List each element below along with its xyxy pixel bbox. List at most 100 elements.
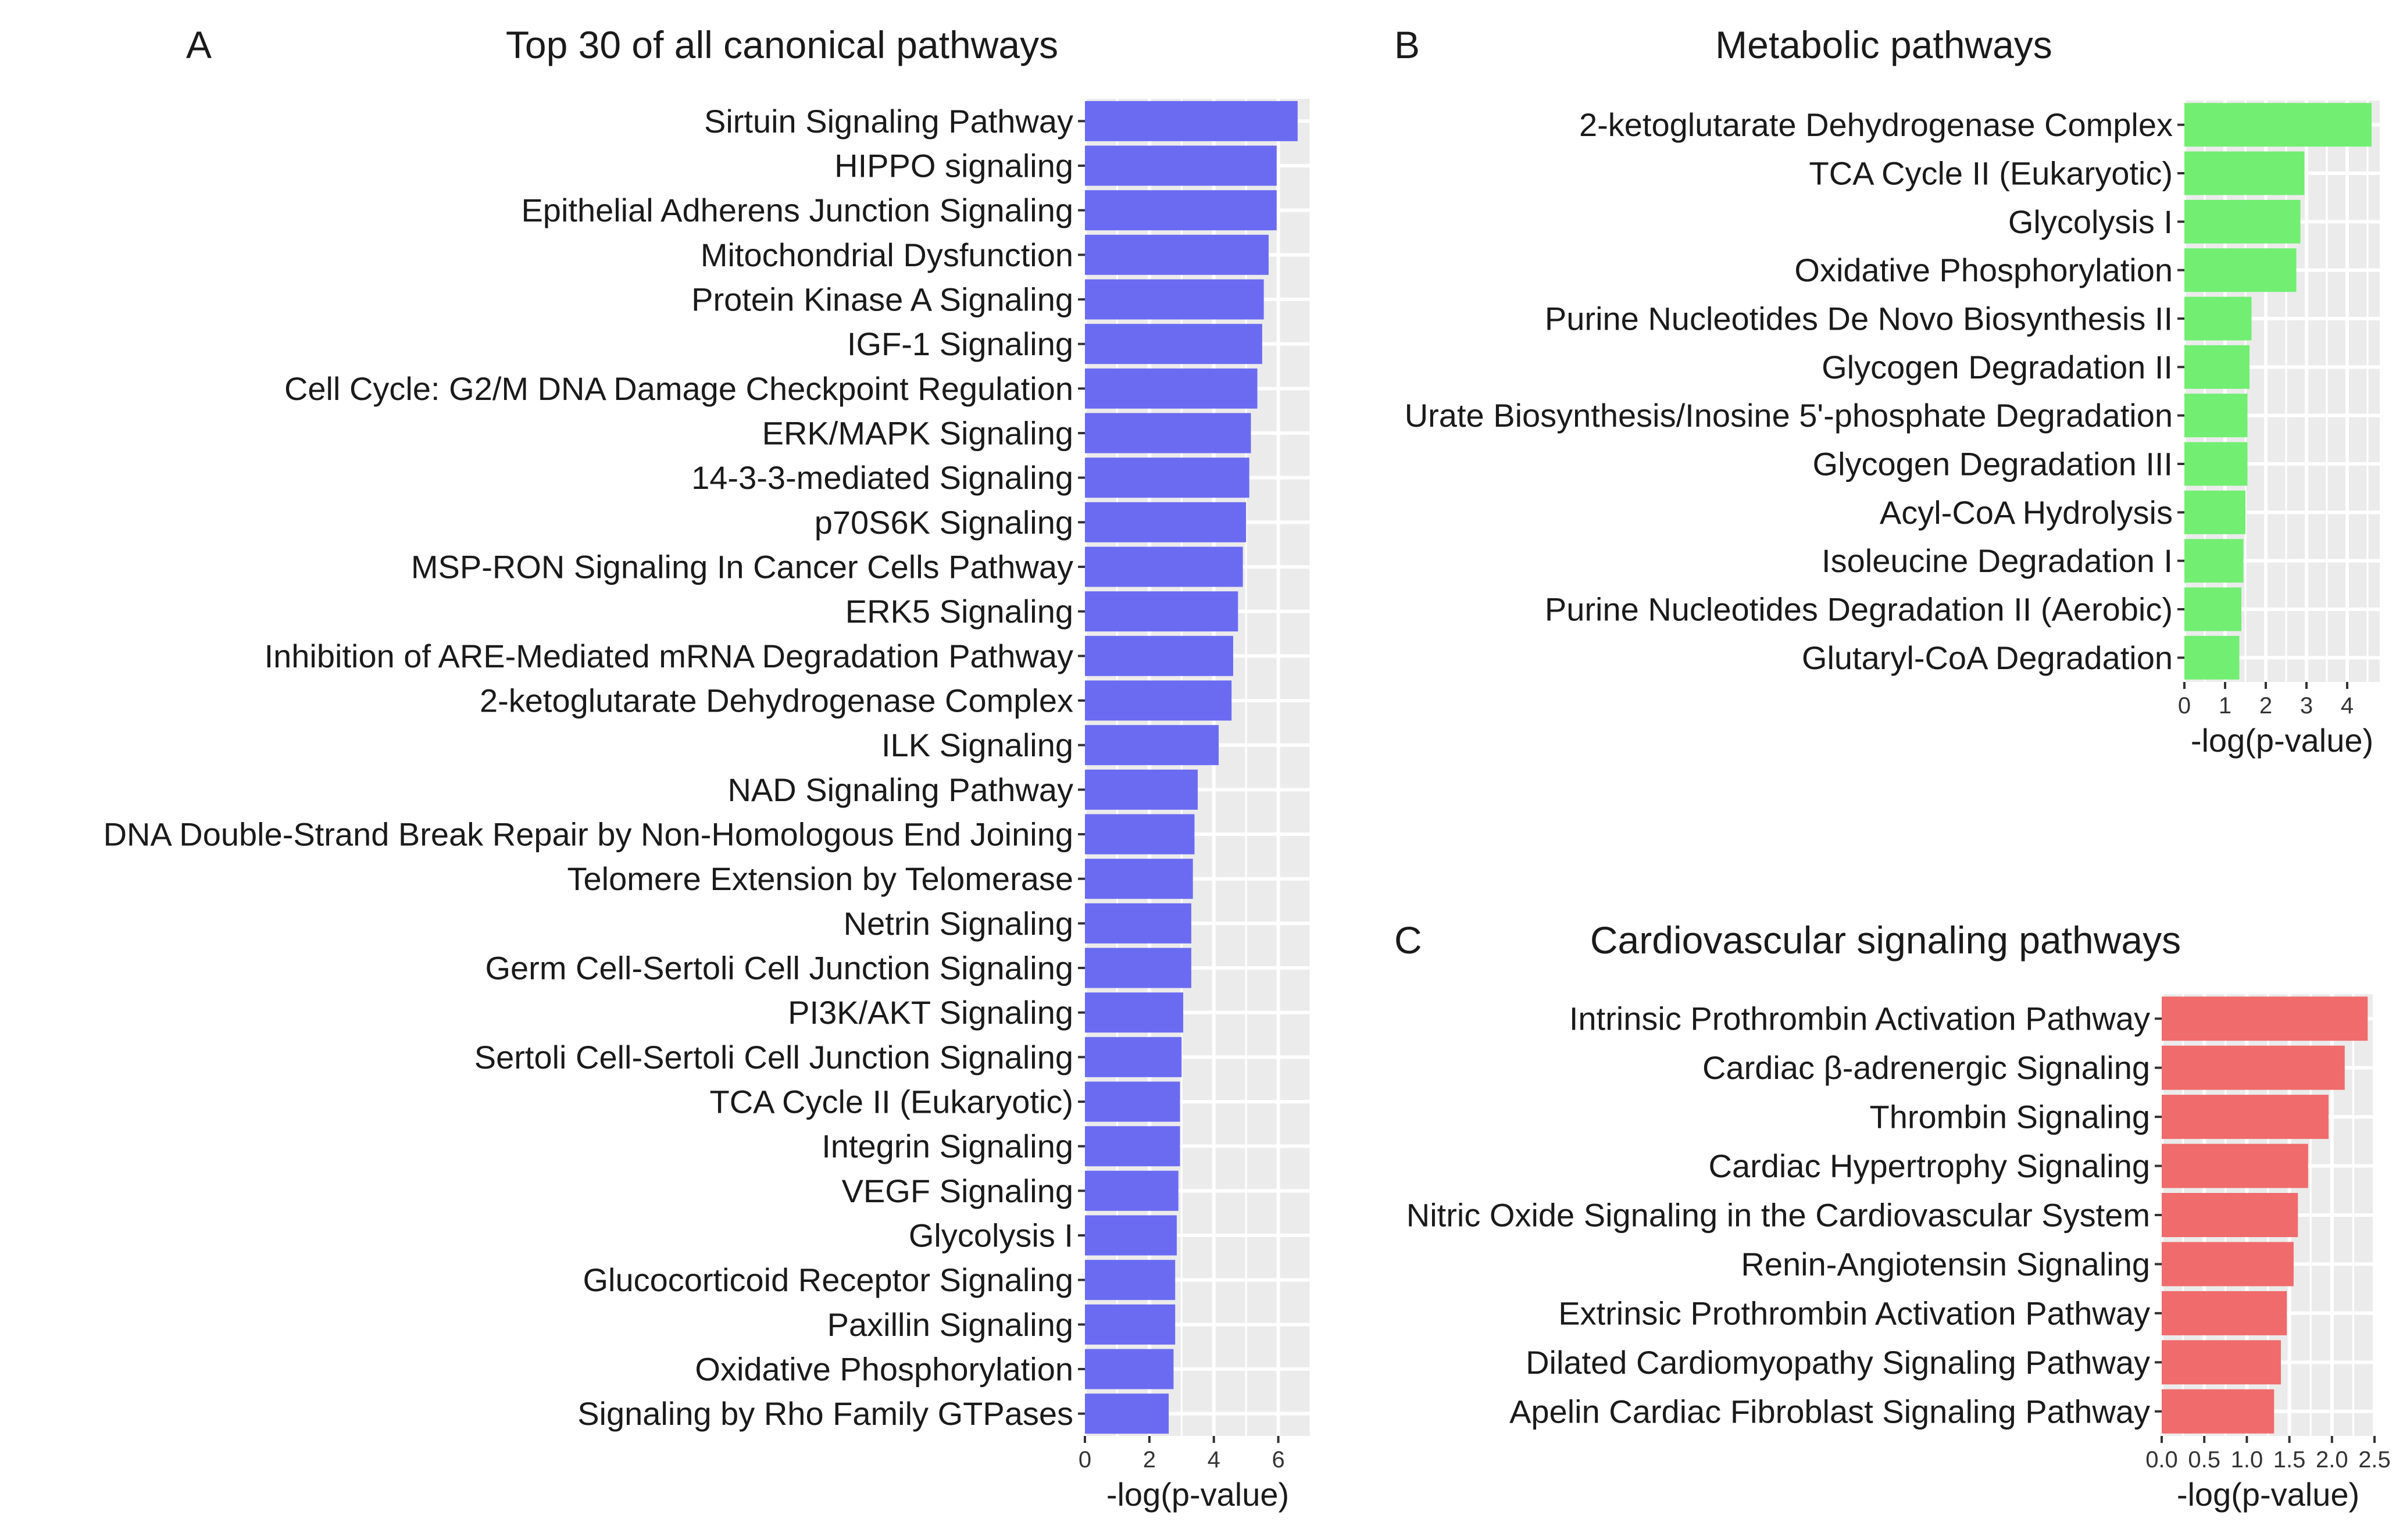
panel-a-bar[interactable] [1085, 814, 1195, 855]
panel-a-bar[interactable] [1085, 859, 1193, 899]
panel-a-category-label: 2-ketoglutarate Dehydrogenase Complex [480, 683, 1073, 719]
panel-b-category-label: Purine Nucleotides De Novo Biosynthesis … [1545, 301, 2173, 337]
panel-a-bar[interactable] [1085, 903, 1191, 944]
panel-a-bar[interactable] [1085, 1304, 1176, 1345]
panel-a-category-label: Sirtuin Signaling Pathway [704, 103, 1073, 140]
panel-a-category-label: Sertoli Cell-Sertoli Cell Junction Signa… [474, 1039, 1073, 1076]
panel-c-bar[interactable] [2162, 1340, 2281, 1385]
panel-a-bar[interactable] [1085, 368, 1258, 409]
panel-a-bar[interactable] [1085, 1349, 1174, 1389]
panel-c: C Cardiovascular signaling pathways Intrin… [1394, 919, 2391, 1513]
panel-b-bar[interactable] [2184, 296, 2252, 341]
panel-c-letter: C [1394, 919, 1422, 962]
panel-a-category-label: Cell Cycle: G2/M DNA Damage Checkpoint R… [284, 370, 1073, 407]
panel-a-bar[interactable] [1085, 546, 1243, 587]
panel-c-category-label: Cardiac β-adrenergic Signaling [1702, 1049, 2150, 1086]
panel-b-category-label: Glutaryl-CoA Degradation [1802, 639, 2173, 676]
panel-a-bar[interactable] [1085, 1260, 1176, 1300]
panel-c-bar[interactable] [2162, 1095, 2329, 1139]
panel-a-bar[interactable] [1085, 992, 1184, 1033]
panel-a-category-label: Germ Cell-Sertoli Cell Junction Signalin… [485, 950, 1073, 987]
panel-b-bar[interactable] [2184, 442, 2248, 486]
panel-b-x-tick-label: 1 [2219, 693, 2231, 719]
panel-a-bar[interactable] [1085, 769, 1198, 810]
panel-a-category-label: ERK/MAPK Signaling [762, 415, 1073, 452]
panel-c-x-tick-label: 2.0 [2316, 1447, 2348, 1473]
panel-c-bar[interactable] [2162, 1193, 2298, 1237]
panel-a-category-label: NAD Signaling Pathway [727, 771, 1073, 808]
panel-a-bar[interactable] [1085, 101, 1298, 141]
panel-a-category-label: Integrin Signaling [822, 1128, 1073, 1164]
panel-a-category-label: Protein Kinase A Signaling [691, 281, 1073, 318]
panel-c-category-label: Dilated Cardiomyopathy Signaling Pathway [1526, 1344, 2150, 1381]
panel-c-bar[interactable] [2162, 1144, 2308, 1188]
panel-b-x-axis-title: -log(p-value) [2191, 722, 2373, 759]
panel-a-bar[interactable] [1085, 1170, 1179, 1211]
panel-a-bar[interactable] [1085, 279, 1264, 320]
panel-c-bar[interactable] [2162, 1389, 2275, 1434]
panel-b-bar[interactable] [2184, 394, 2248, 438]
panel-a-bar[interactable] [1085, 413, 1251, 453]
panel-a-category-label: MSP-RON Signaling In Cancer Cells Pathwa… [411, 549, 1073, 585]
panel-b-bar[interactable] [2184, 103, 2372, 147]
panel-b-bar[interactable] [2184, 490, 2245, 534]
panel-a-category-label: Mitochondrial Dysfunction [701, 237, 1073, 273]
panel-a-bar[interactable] [1085, 502, 1247, 542]
panel-a-category-label: DNA Double-Strand Break Repair by Non-Ho… [103, 816, 1073, 853]
panel-a: A Top 30 of all canonical pathways Sirtuin… [103, 23, 1312, 1513]
panel-c-x-tick-label: 1.5 [2273, 1447, 2306, 1473]
panel-a-category-label: Paxillin Signaling [827, 1306, 1073, 1343]
panel-b-category-label: Glycogen Degradation III [1813, 446, 2173, 483]
panel-c-bar[interactable] [2162, 1242, 2294, 1287]
panel-b-title: Metabolic pathways [1715, 23, 2052, 66]
panel-a-bar[interactable] [1085, 458, 1249, 498]
panel-a-x-axis-title: -log(p-value) [1106, 1476, 1289, 1513]
panel-a-bar[interactable] [1085, 948, 1191, 988]
panel-a-category-label: Oxidative Phosphorylation [695, 1351, 1073, 1388]
panel-a-category-label: ERK5 Signaling [845, 593, 1073, 630]
panel-c-bar[interactable] [2162, 1291, 2287, 1335]
panel-a-bar[interactable] [1085, 1081, 1180, 1122]
panel-a-bar[interactable] [1085, 324, 1262, 365]
panel-a-category-label: p70S6K Signaling [815, 504, 1073, 541]
panel-b-bar[interactable] [2184, 151, 2305, 195]
panel-c-bar[interactable] [2162, 1045, 2345, 1090]
panel-a-category-label: Signaling by Rho Family GTPases [577, 1395, 1073, 1432]
panel-a-category-label: HIPPO signaling [834, 148, 1073, 184]
panel-a-category-label: Inhibition of ARE-Mediated mRNA Degradat… [265, 638, 1073, 674]
panel-a-bar[interactable] [1085, 1393, 1169, 1434]
panel-a-x-tick-label: 0 [1079, 1447, 1091, 1473]
panel-b-bar[interactable] [2184, 539, 2244, 583]
panel-a-bar[interactable] [1085, 190, 1277, 231]
panel-b-bar[interactable] [2184, 199, 2301, 244]
panel-a-category-label: Glycolysis I [909, 1217, 1073, 1254]
panel-a-bar[interactable] [1085, 1126, 1180, 1167]
panel-c-bar[interactable] [2162, 996, 2368, 1041]
panel-a-letter: A [186, 23, 212, 66]
panel-a-bar[interactable] [1085, 680, 1232, 721]
panel-b-category-label: Oxidative Phosphorylation [1794, 252, 2173, 288]
panel-a-bar[interactable] [1085, 1037, 1182, 1077]
panel-a-bar[interactable] [1085, 725, 1219, 766]
panel-a-bar[interactable] [1085, 635, 1233, 676]
panel-a-category-label: Glucocorticoid Receptor Signaling [583, 1262, 1073, 1298]
panel-a-bar[interactable] [1085, 591, 1238, 632]
panel-b-bar[interactable] [2184, 635, 2240, 680]
panel-a-category-label: IGF-1 Signaling [847, 326, 1073, 362]
panel-b-x-tick-label: 3 [2300, 693, 2313, 719]
panel-a-category-label: TCA Cycle II (Eukaryotic) [710, 1084, 1073, 1120]
panel-c-category-label: Nitric Oxide Signaling in the Cardiovasc… [1406, 1197, 2150, 1234]
panel-b-bar[interactable] [2184, 587, 2241, 631]
panel-c-category-label: Extrinsic Prothrombin Activation Pathway [1558, 1295, 2150, 1331]
panel-c-x-tick-label: 0.0 [2145, 1447, 2178, 1473]
panel-a-bar[interactable] [1085, 1215, 1177, 1256]
panel-a-x-tick-label: 4 [1208, 1447, 1220, 1473]
panel-b-x-tick-label: 2 [2259, 693, 2272, 719]
panel-b-category-label: Acyl-CoA Hydrolysis [1880, 494, 2173, 531]
panel-c-title: Cardiovascular signaling pathways [1590, 919, 2181, 962]
panel-b-bar[interactable] [2184, 248, 2297, 292]
panel-b-bar[interactable] [2184, 345, 2250, 389]
panel-a-bar[interactable] [1085, 234, 1269, 275]
panel-a-bar[interactable] [1085, 145, 1277, 186]
panel-b-letter: B [1394, 23, 1420, 66]
